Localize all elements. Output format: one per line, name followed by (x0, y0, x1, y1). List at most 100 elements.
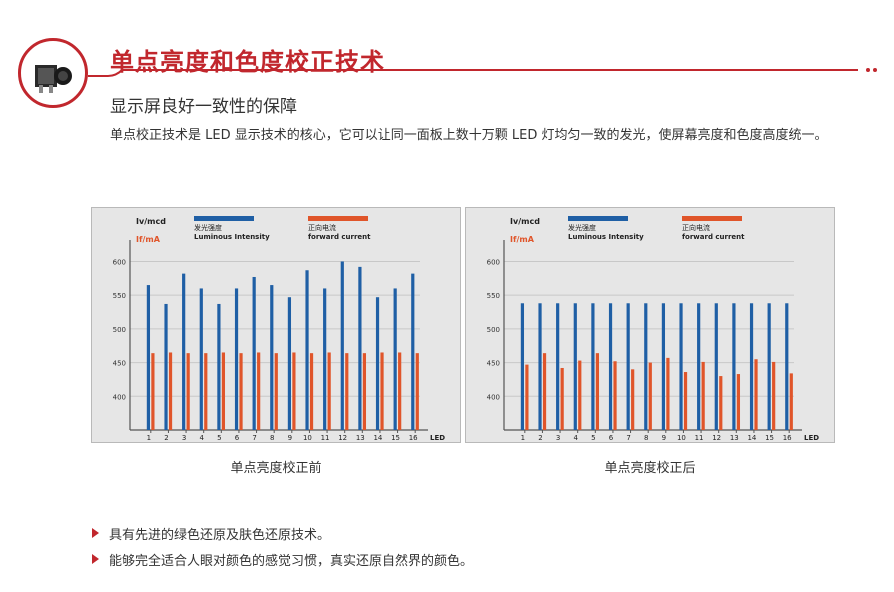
bar-intensity (644, 303, 648, 430)
bar-current (380, 352, 384, 430)
x-tick-label: 14 (747, 434, 756, 442)
bar-intensity (785, 303, 789, 430)
x-tick-label: 9 (662, 434, 666, 442)
legend-label-current-cn: 正向电流 (682, 223, 710, 232)
bar-current (221, 352, 226, 430)
legend-label-intensity-cn: 发光强度 (568, 223, 596, 232)
x-tick-label: 6 (235, 434, 240, 442)
bar-intensity (556, 303, 560, 430)
bar-current (736, 374, 741, 430)
legend-label-intensity-cn: 发光强度 (194, 223, 222, 232)
y-tick-label: 400 (113, 393, 126, 401)
bar-current (789, 373, 793, 430)
legend-swatch-intensity (568, 216, 628, 221)
chart-caption-before: 单点亮度校正前 (230, 461, 322, 476)
x-tick-label: 15 (391, 434, 400, 442)
bar-intensity (767, 303, 771, 430)
page-subtitle: 显示屏良好一致性的保障 (110, 97, 297, 117)
bar-intensity (305, 270, 309, 430)
x-axis-unit-label: LED (430, 434, 445, 442)
x-tick-label: 6 (609, 434, 614, 442)
x-tick-label: 2 (164, 434, 168, 442)
bar-current (151, 353, 155, 430)
bar-intensity (358, 266, 362, 430)
bar-intensity (217, 303, 221, 430)
bar-intensity (714, 303, 718, 430)
legend-swatch-intensity (194, 216, 254, 221)
bar-current (362, 353, 367, 430)
bar-intensity (520, 303, 525, 430)
y-tick-label: 550 (113, 292, 126, 300)
list-item: 能够完全适合人眼对颜色的感觉习惯，真实还原自然界的颜色。 (92, 546, 473, 572)
x-tick-label: 5 (217, 434, 221, 442)
description-text: 单点校正技术是 LED 显示技术的核心，它可以让同一面板上数十万颗 LED 灯均… (110, 128, 828, 143)
bar-current (186, 353, 190, 430)
bar-intensity (749, 303, 754, 430)
bar-intensity (393, 288, 397, 430)
bar-intensity (573, 303, 577, 430)
bar-intensity (679, 303, 683, 430)
bar-intensity (164, 303, 168, 430)
y-tick-label: 450 (487, 360, 500, 368)
bar-current (415, 353, 419, 430)
bar-current (754, 359, 758, 430)
bar-current (292, 352, 296, 430)
bar-current (274, 353, 278, 430)
x-tick-label: 5 (591, 434, 595, 442)
bar-intensity (252, 276, 256, 430)
bar-current (613, 361, 617, 430)
x-tick-label: 13 (356, 434, 365, 442)
bar-current (257, 352, 261, 430)
bar-intensity (411, 273, 415, 430)
title-underline (88, 68, 877, 77)
y-tick-label: 600 (113, 258, 126, 266)
bar-current (701, 361, 705, 430)
bar-intensity (608, 303, 613, 430)
bar-intensity (323, 288, 327, 430)
y-tick-label: 550 (487, 292, 500, 300)
bar-intensity (287, 297, 292, 430)
x-tick-label: 4 (573, 434, 578, 442)
bar-current (204, 353, 208, 430)
bar-current (525, 364, 529, 430)
legend-label-intensity-en: Luminous Intensity (194, 233, 270, 241)
feature-list: 具有先进的绿色还原及肤色还原技术。 能够完全适合人眼对颜色的感觉习惯，真实还原自… (92, 520, 473, 572)
y-axis-label-current: If/mA (510, 235, 535, 244)
bar-intensity (182, 273, 186, 430)
x-tick-label: 12 (338, 434, 347, 442)
bar-intensity (661, 303, 666, 430)
x-tick-label: 14 (373, 434, 382, 442)
camera-module-icon (35, 65, 72, 93)
bar-current (560, 367, 564, 430)
bar-intensity (375, 297, 380, 430)
list-item: 具有先进的绿色还原及肤色还原技术。 (92, 520, 473, 546)
x-tick-label: 3 (556, 434, 560, 442)
bar-intensity (591, 303, 595, 430)
y-tick-label: 500 (113, 326, 126, 334)
logo-badge (18, 38, 88, 108)
bar-current (631, 369, 635, 430)
bar-intensity (538, 303, 542, 430)
chart-panel-after: Iv/mcd If/mA 发光强度 Luminous Intensity 正向电流 for… (465, 207, 835, 443)
chart-panel-before: Iv/mcd If/mA 发光强度 Luminous Intensity 正向电流 for… (91, 207, 461, 443)
bar-intensity (270, 285, 274, 430)
x-tick-label: 1 (521, 434, 525, 442)
bar-intensity (340, 261, 344, 430)
y-tick-label: 400 (487, 393, 500, 401)
bar-current (666, 357, 670, 430)
legend-label-intensity-en: Luminous Intensity (568, 233, 644, 241)
y-axis-label-current: If/mA (136, 235, 161, 244)
y-axis-label-intensity: Iv/mcd (510, 217, 540, 226)
bar-current (542, 353, 547, 430)
x-tick-label: 4 (199, 434, 204, 442)
legend-swatch-current (308, 216, 368, 221)
triangle-bullet-icon (92, 528, 99, 538)
legend-label-current-cn: 正向电流 (308, 223, 336, 232)
y-axis-label-intensity: Iv/mcd (136, 217, 166, 226)
x-tick-label: 7 (252, 434, 256, 442)
bar-current (345, 353, 349, 430)
bar-intensity (732, 303, 736, 430)
x-tick-label: 2 (538, 434, 542, 442)
